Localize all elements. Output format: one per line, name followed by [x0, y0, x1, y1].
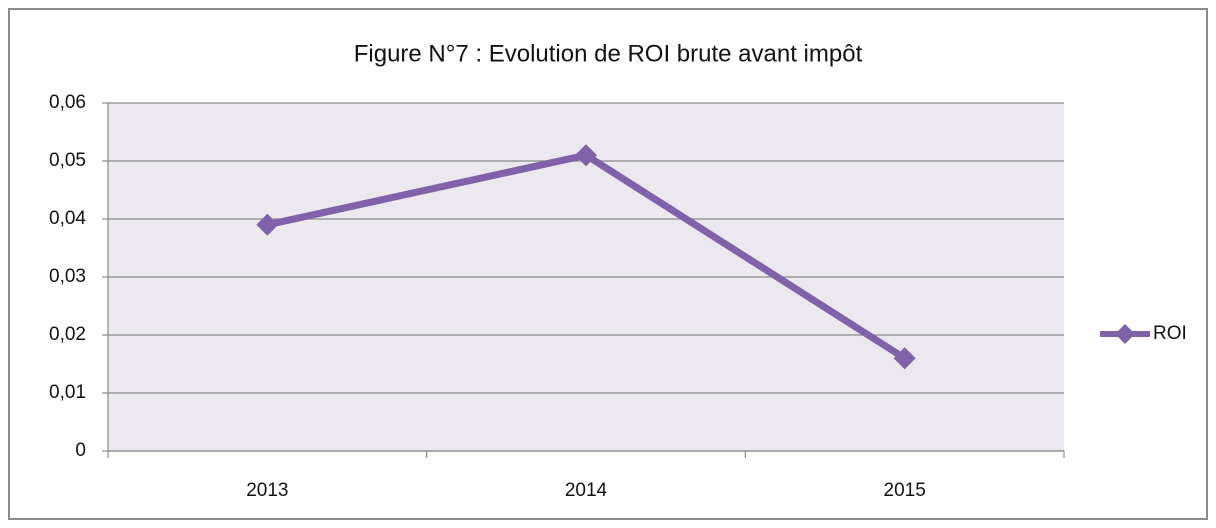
- x-tick-label: 2015: [884, 480, 926, 501]
- data-point: [893, 347, 916, 370]
- y-tick-label: 0,06: [49, 92, 86, 113]
- y-tick-label: 0,01: [49, 382, 86, 403]
- y-tick-label: 0,02: [49, 324, 86, 345]
- legend-marker: [1115, 324, 1135, 344]
- data-point: [575, 144, 597, 167]
- data-point: [256, 213, 279, 236]
- x-tick-label: 2014: [565, 480, 608, 501]
- y-tick-label: 0: [75, 440, 86, 461]
- y-tick-label: 0,03: [49, 266, 86, 287]
- y-tick-label: 0,04: [49, 208, 86, 229]
- chart-title: Figure N°7 : Evolution de ROI brute avan…: [354, 40, 863, 67]
- legend-label: ROI: [1153, 323, 1187, 344]
- x-tick-label: 2013: [246, 480, 288, 501]
- y-tick-label: 0,05: [49, 150, 86, 171]
